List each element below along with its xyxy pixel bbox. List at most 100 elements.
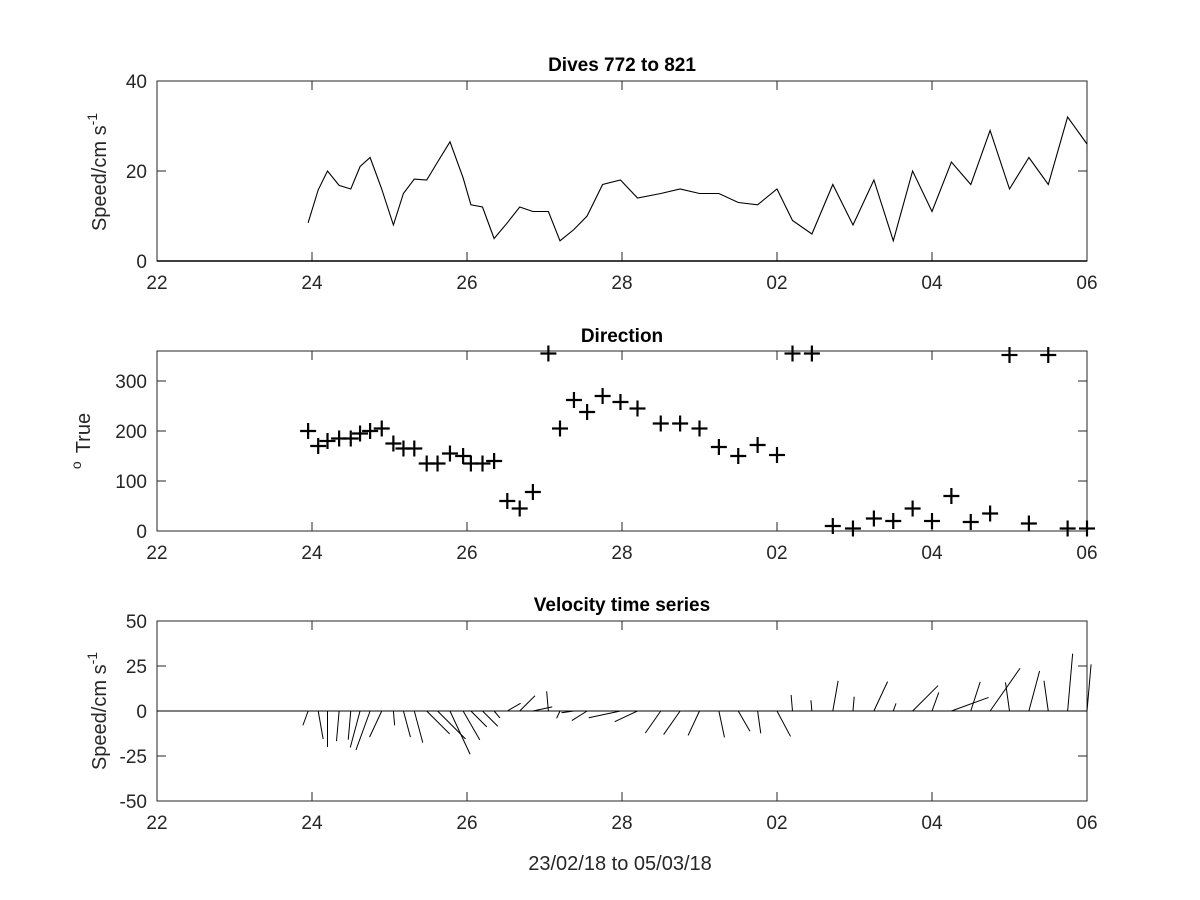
direction-point	[385, 435, 402, 452]
velocity-y-axis-label-text: Speed/cm s	[89, 664, 111, 770]
direction-point	[455, 448, 472, 464]
direction-panel: Direction o True 22 24 26 28 02 04 06 0 100 200 300	[68, 326, 1098, 564]
velocity-panel-title: Velocity time series	[534, 595, 710, 616]
direction-point	[803, 345, 820, 362]
x-tick-label: 22	[146, 273, 167, 294]
velocity-stick	[912, 685, 939, 712]
direction-point	[824, 518, 841, 534]
velocity-stick	[1004, 682, 1010, 712]
speed-panel: Dives 772 to 821 Speed/cm s-1 22 24 26 28 02…	[84, 55, 1098, 294]
direction-point	[300, 423, 317, 439]
velocity-stick	[507, 702, 521, 712]
x-tick-label: 06	[1076, 273, 1097, 294]
velocity-stick	[810, 700, 813, 712]
x-tick-label: 06	[1076, 543, 1097, 564]
y-tick-label: 100	[115, 472, 147, 493]
direction-point	[524, 484, 541, 500]
y-tick-label: 300	[115, 372, 147, 393]
velocity-stick	[757, 710, 762, 734]
direction-point	[865, 510, 882, 527]
velocity-stick	[519, 695, 536, 712]
velocity-stick	[989, 667, 1021, 712]
plot-frame	[156, 80, 1088, 262]
x-tick-label: 22	[146, 543, 167, 564]
x-tick-label: 04	[921, 543, 943, 564]
velocity-stick	[832, 680, 839, 712]
velocity-stick	[532, 706, 553, 712]
velocity-stick	[355, 710, 371, 751]
velocity-stick	[392, 710, 396, 726]
direction-point	[844, 520, 861, 537]
direction-point	[429, 455, 446, 472]
velocity-stick	[462, 710, 481, 741]
x-tick-label: 28	[611, 543, 632, 564]
velocity-x-axis-label: 23/02/18 to 05/03/18	[528, 853, 712, 875]
direction-point	[1079, 520, 1095, 537]
x-tick-label: 28	[611, 813, 632, 834]
velocity-y-axis-label-sup: -1	[84, 652, 100, 665]
x-tick-label: 22	[146, 813, 167, 834]
speed-y-axis-label-sup: -1	[84, 113, 100, 126]
y-tick-label: -25	[120, 747, 147, 768]
direction-point	[342, 430, 359, 447]
velocity-stick	[1086, 664, 1092, 712]
plot-frame	[156, 350, 1088, 532]
direction-point	[540, 345, 557, 362]
velocity-stick	[737, 710, 751, 732]
velocity-stick	[493, 710, 501, 719]
direction-point	[319, 433, 336, 449]
x-tick-label: 06	[1076, 813, 1097, 834]
y-tick-label: 0	[136, 522, 147, 543]
velocity-panel: Velocity time series Speed/cm s-1 23/02/…	[84, 595, 1098, 875]
x-tick-label: 02	[766, 543, 787, 564]
velocity-stick	[413, 710, 424, 743]
velocity-stick	[556, 710, 561, 719]
direction-point	[691, 420, 708, 437]
velocity-stick	[349, 710, 361, 748]
velocity-stick	[931, 692, 940, 712]
direction-point	[441, 445, 458, 462]
velocity-stick	[1028, 670, 1041, 712]
speed-y-axis-label-text: Speed/cm s	[89, 125, 111, 231]
velocity-stick	[1043, 680, 1049, 712]
direction-panel-title: Direction	[581, 326, 663, 347]
direction-point	[904, 500, 921, 517]
direction-point	[511, 500, 528, 517]
x-tick-label: 28	[611, 273, 632, 294]
x-tick-label: 04	[921, 813, 943, 834]
direction-point	[730, 448, 747, 464]
velocity-stick	[776, 710, 791, 737]
velocity-y-axis-label: Speed/cm s-1	[84, 652, 111, 770]
direction-y-axis-label-degree: o	[68, 461, 84, 469]
y-tick-label: 200	[115, 422, 147, 443]
velocity-stick	[588, 710, 621, 719]
x-tick-label: 24	[301, 273, 323, 294]
velocity-stick	[546, 691, 549, 712]
velocity-stick	[663, 710, 681, 735]
y-tick-label: -50	[120, 792, 147, 813]
y-tick-label: 40	[126, 72, 147, 93]
velocity-stick	[873, 681, 889, 712]
velocity-stick	[317, 710, 324, 740]
velocity-stick	[470, 710, 488, 728]
velocity-stick	[790, 694, 793, 712]
direction-point	[710, 439, 727, 455]
velocity-stick	[302, 710, 309, 726]
direction-point	[579, 404, 596, 420]
direction-point	[784, 345, 801, 362]
velocity-stick	[614, 710, 638, 723]
x-tick-label: 26	[456, 813, 477, 834]
direction-point	[612, 394, 629, 410]
velocity-stick	[335, 710, 340, 742]
direction-point	[652, 415, 669, 432]
direction-point	[749, 437, 766, 453]
direction-point	[352, 425, 369, 442]
velocity-stick	[369, 710, 383, 738]
direction-point	[474, 455, 491, 472]
velocity-stick	[426, 710, 450, 735]
velocity-stick	[571, 710, 588, 721]
direction-point	[982, 505, 999, 522]
direction-point	[406, 440, 423, 457]
direction-point	[594, 388, 611, 404]
